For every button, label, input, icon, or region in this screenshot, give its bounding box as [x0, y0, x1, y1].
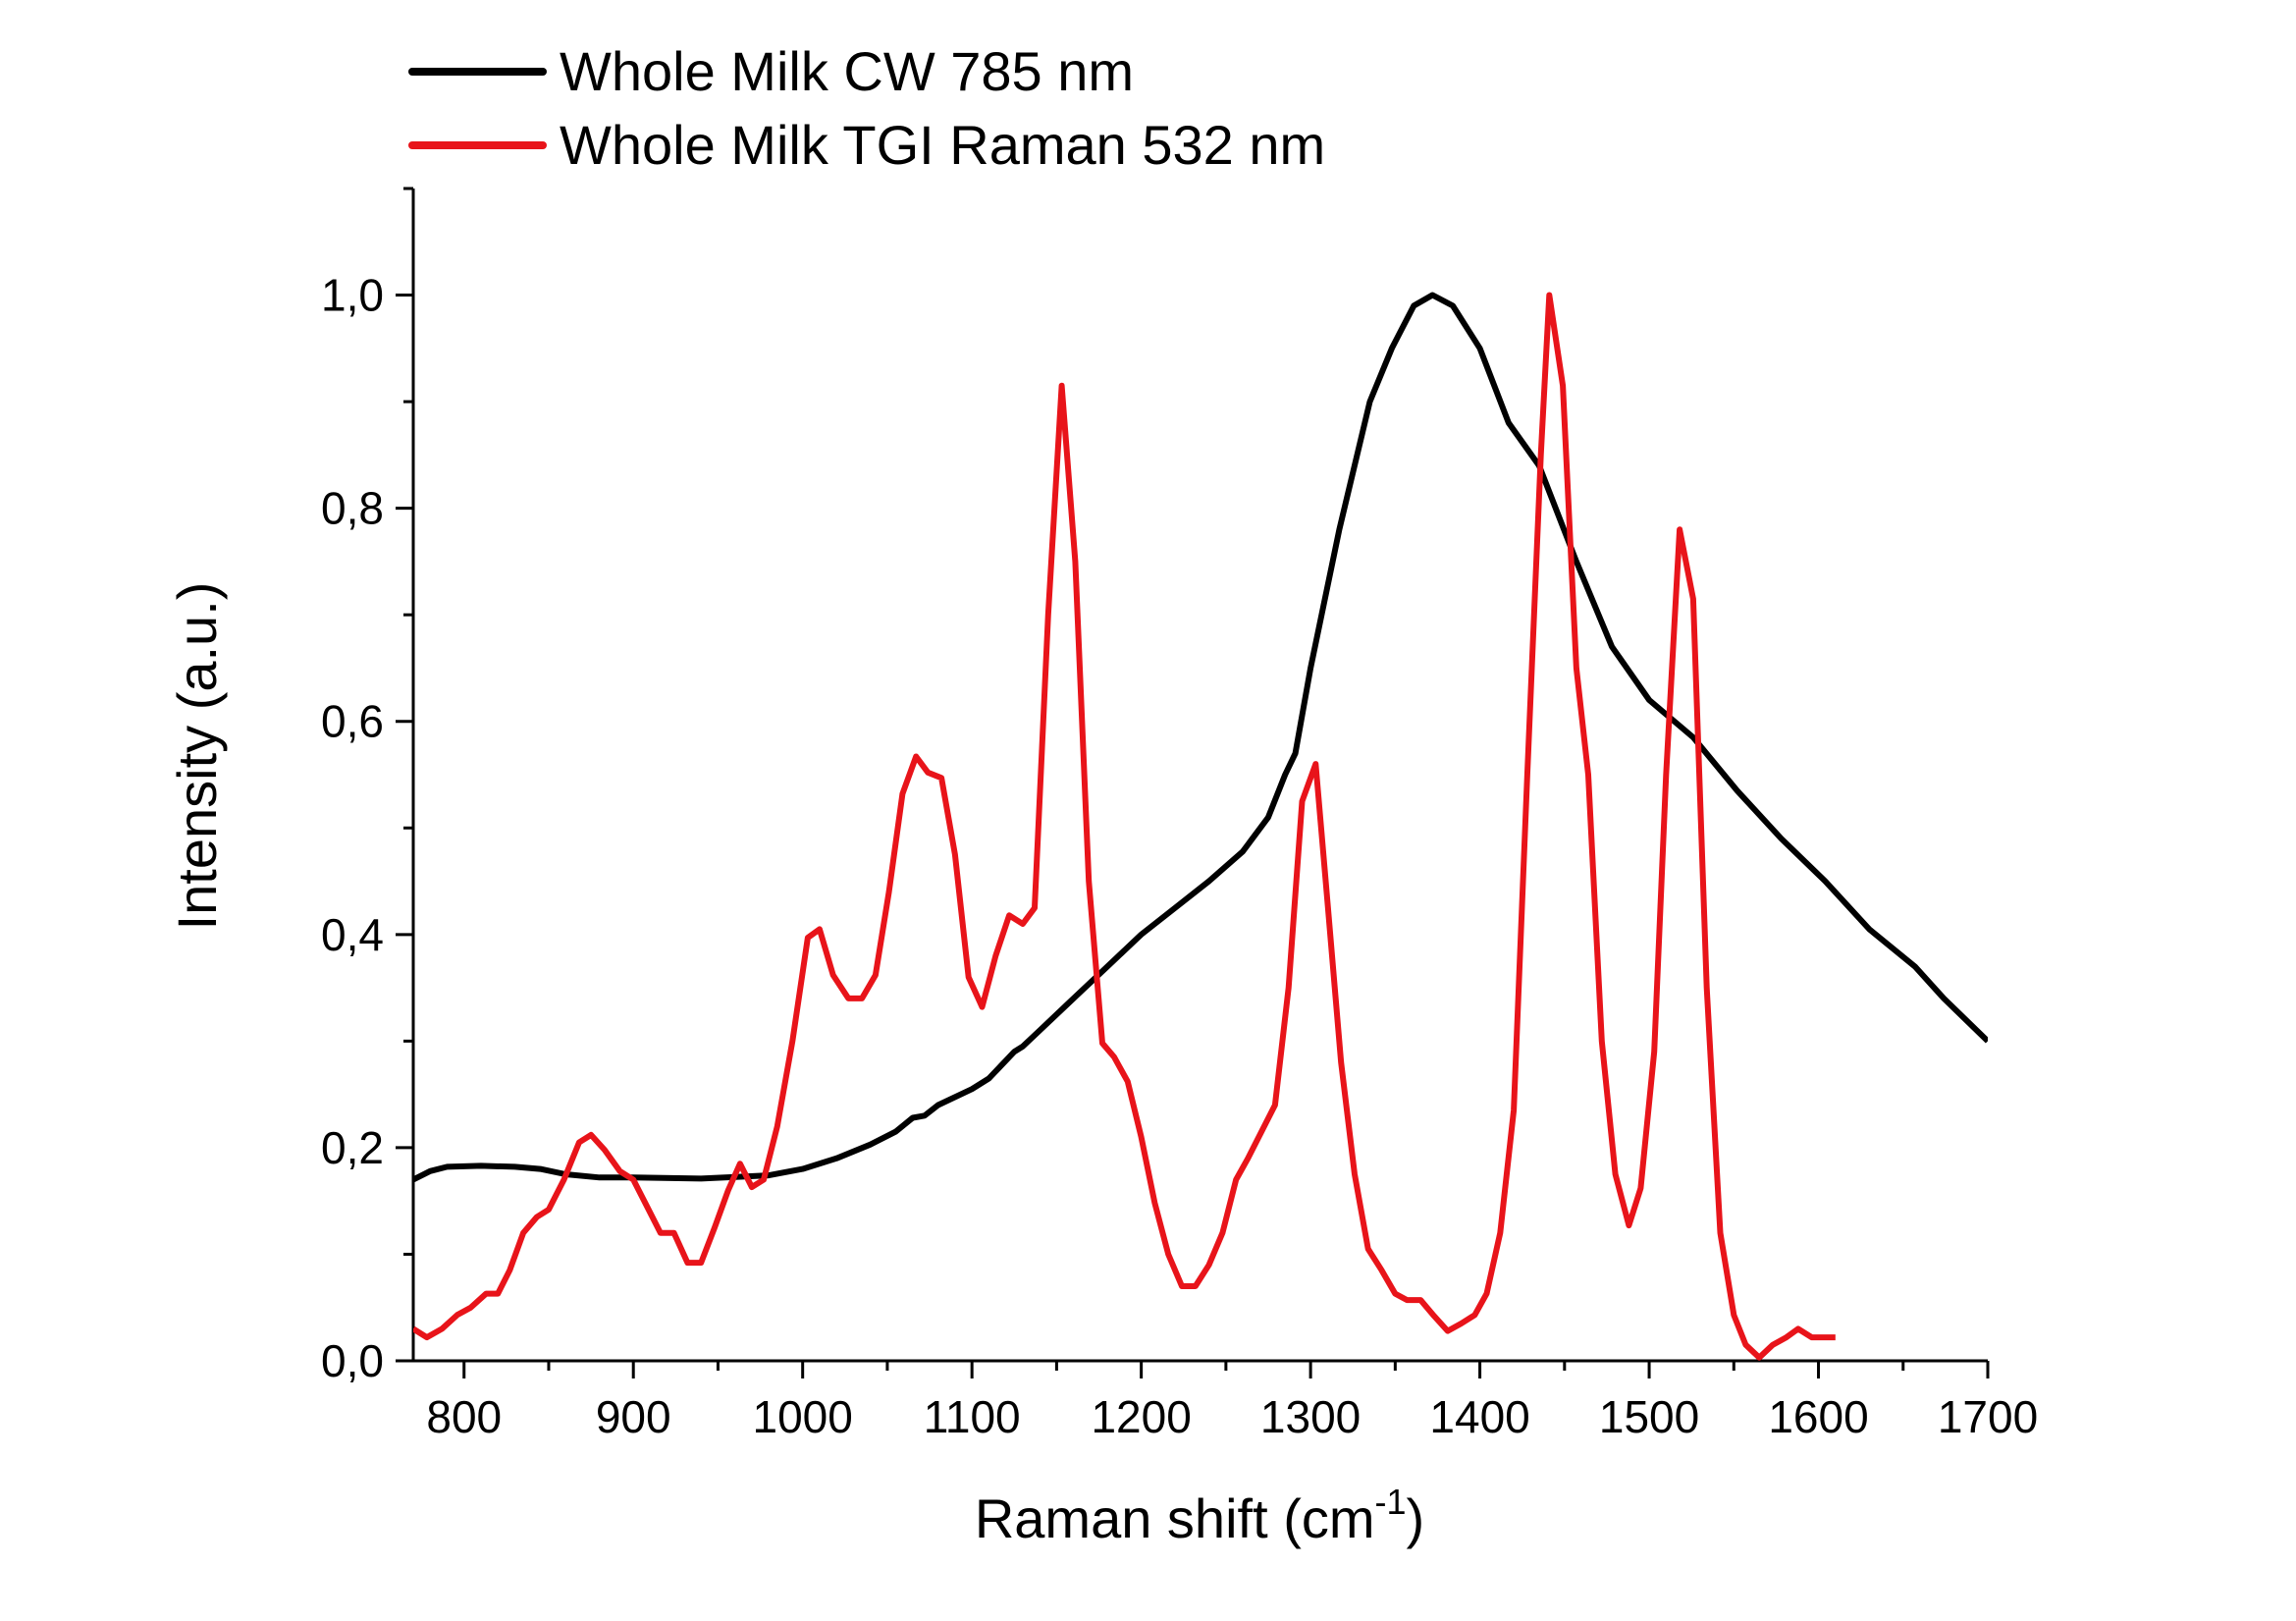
y-axis-label: Intensity (a.u.): [166, 582, 228, 931]
x-tick-label: 1100: [924, 1391, 1021, 1442]
x-axis-label: Raman shift (cm-1): [975, 1482, 1424, 1549]
y-tick-label: 0,0: [321, 1335, 384, 1386]
x-tick-label: 1000: [753, 1391, 853, 1442]
series-line-cw785: [413, 292, 1988, 1183]
y-tick-label: 0,4: [321, 909, 384, 960]
legend: Whole Milk CW 785 nm Whole Milk TGI Rama…: [408, 40, 1325, 176]
x-axis-label-close: ): [1407, 1487, 1425, 1549]
x-tick-label: 1600: [1768, 1391, 1868, 1442]
axes: 800 900 1000 1100 1200 1300 1400 1500 1600 1700 0,…: [321, 187, 2038, 1442]
y-tick-label: 0,2: [321, 1122, 384, 1173]
x-tick-label: 900: [596, 1391, 671, 1442]
x-tick-label: 1400: [1429, 1391, 1529, 1442]
series-line-tgi532: [413, 292, 1836, 1361]
x-tick-label: 1300: [1260, 1391, 1361, 1442]
y-tick-label: 1,0: [321, 270, 384, 321]
series-layer: [413, 292, 1988, 1361]
x-tick-label: 1500: [1599, 1391, 1699, 1442]
x-axis-label-superscript: -1: [1374, 1482, 1406, 1522]
x-tick-label: 800: [426, 1391, 502, 1442]
x-tick-label: 1700: [1938, 1391, 2038, 1442]
y-tick-label: 0,6: [321, 696, 384, 747]
legend-label-cw785: Whole Milk CW 785 nm: [560, 40, 1134, 102]
x-axis-label-text: Raman shift (cm: [975, 1487, 1375, 1549]
y-tick-label: 0,8: [321, 483, 384, 534]
x-tick-label: 1200: [1091, 1391, 1191, 1442]
legend-label-tgi532: Whole Milk TGI Raman 532 nm: [560, 114, 1325, 176]
